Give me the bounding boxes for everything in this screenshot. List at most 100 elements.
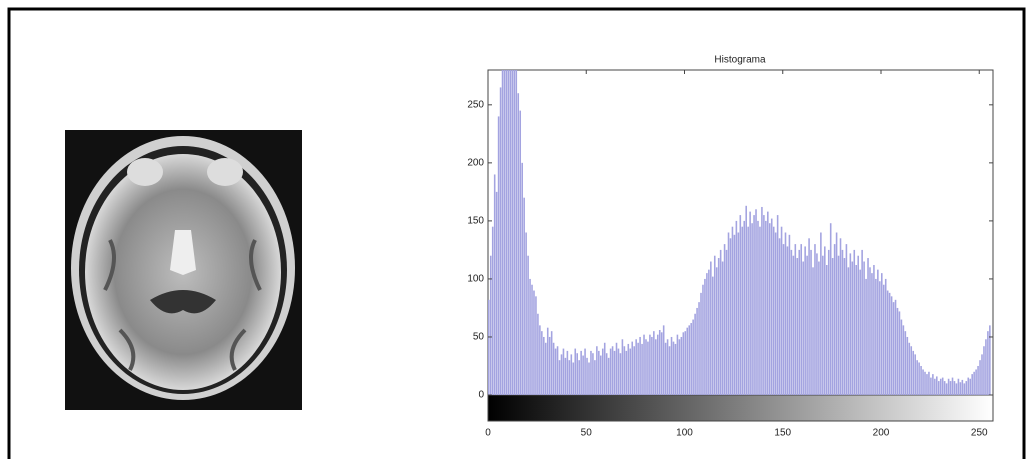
bar	[932, 374, 934, 395]
bar	[700, 292, 702, 395]
bar	[961, 379, 964, 395]
y-tick-label: 50	[473, 332, 485, 343]
bar	[957, 378, 960, 395]
bar	[867, 258, 869, 395]
bar	[658, 330, 661, 395]
bar	[702, 284, 704, 395]
bar	[794, 244, 797, 395]
bar	[969, 378, 971, 395]
bar	[959, 382, 962, 395]
bar	[902, 325, 905, 395]
colorbar	[487, 394, 994, 422]
bar	[519, 110, 522, 395]
bar	[945, 383, 948, 395]
bar	[698, 302, 700, 395]
bar	[670, 336, 673, 395]
bar	[668, 346, 671, 395]
bar	[541, 331, 543, 395]
bar	[937, 381, 940, 395]
bar	[647, 341, 649, 395]
bar	[719, 249, 722, 395]
bar	[963, 383, 966, 395]
bar	[824, 246, 826, 395]
bar	[521, 162, 523, 395]
bar	[543, 336, 545, 395]
bar	[798, 249, 801, 395]
bar	[914, 354, 916, 395]
bar	[776, 215, 779, 395]
y-tick-label: 150	[467, 216, 484, 227]
bar	[525, 232, 527, 395]
bar	[751, 223, 753, 395]
bar	[623, 346, 626, 395]
bar	[491, 226, 494, 395]
bar	[727, 232, 730, 395]
bar	[682, 332, 685, 395]
chart-title: Histograma	[714, 55, 766, 66]
bar	[568, 360, 571, 395]
bar	[808, 238, 810, 395]
bar	[934, 378, 936, 395]
bar	[843, 258, 846, 395]
bar	[574, 348, 577, 395]
bar	[845, 244, 848, 395]
bar	[651, 336, 653, 395]
bar	[535, 296, 537, 395]
bar	[847, 267, 850, 395]
bar	[501, 70, 504, 395]
bar	[880, 273, 883, 395]
bar	[873, 265, 875, 395]
bar	[594, 360, 596, 395]
bar	[898, 311, 901, 395]
bar	[635, 339, 637, 395]
bar	[493, 174, 496, 395]
bar	[827, 249, 830, 395]
bar	[904, 331, 907, 395]
x-tick-label: 200	[873, 428, 890, 439]
bar	[684, 331, 687, 395]
bar	[511, 70, 514, 395]
bar	[582, 355, 584, 395]
bar	[603, 342, 606, 395]
bar	[731, 226, 734, 395]
bar	[556, 346, 559, 395]
bar	[912, 350, 915, 395]
bar	[674, 343, 677, 395]
bar	[851, 261, 854, 395]
bar	[888, 292, 891, 395]
bar	[924, 371, 926, 395]
bar	[857, 255, 859, 395]
bar	[906, 336, 909, 395]
bar	[558, 360, 561, 395]
bar	[822, 255, 824, 395]
bar	[859, 269, 861, 395]
bar	[572, 362, 575, 395]
bar	[578, 360, 580, 395]
bar	[943, 381, 946, 395]
bar	[686, 327, 689, 395]
bar	[965, 381, 968, 395]
bar	[584, 348, 586, 395]
bar	[631, 341, 634, 395]
bar	[615, 342, 618, 395]
bar	[694, 313, 696, 395]
bar	[788, 234, 791, 395]
bar	[837, 255, 840, 395]
bar	[816, 253, 818, 395]
bar	[523, 197, 525, 395]
bar	[690, 323, 692, 395]
x-tick-label: 100	[676, 428, 693, 439]
bar	[741, 226, 744, 395]
bar	[600, 355, 602, 395]
bar	[757, 220, 759, 395]
bar	[503, 70, 506, 395]
bar	[989, 325, 991, 395]
bar	[871, 273, 873, 395]
bar	[653, 331, 655, 395]
bar	[890, 296, 893, 395]
frame	[7, 7, 1026, 459]
bar	[987, 331, 989, 395]
bar	[586, 357, 588, 395]
bar	[820, 232, 822, 395]
